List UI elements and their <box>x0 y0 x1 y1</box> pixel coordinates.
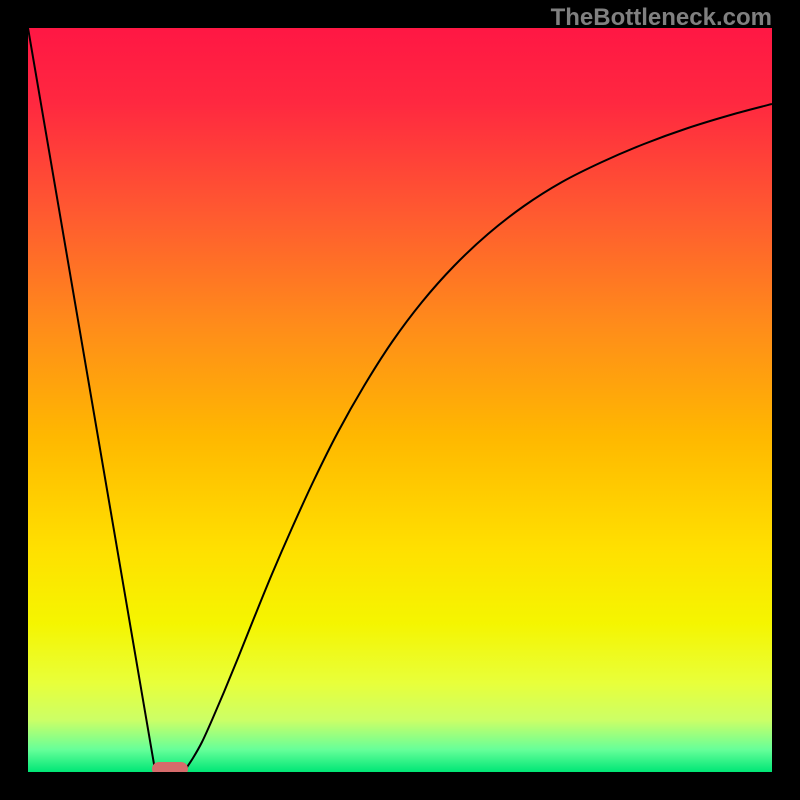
gradient-background <box>28 28 772 772</box>
chart-svg <box>28 28 772 772</box>
chart-container: TheBottleneck.com <box>0 0 800 800</box>
plot-area <box>28 28 772 772</box>
watermark-text: TheBottleneck.com <box>551 4 772 32</box>
minimum-marker <box>152 762 188 772</box>
